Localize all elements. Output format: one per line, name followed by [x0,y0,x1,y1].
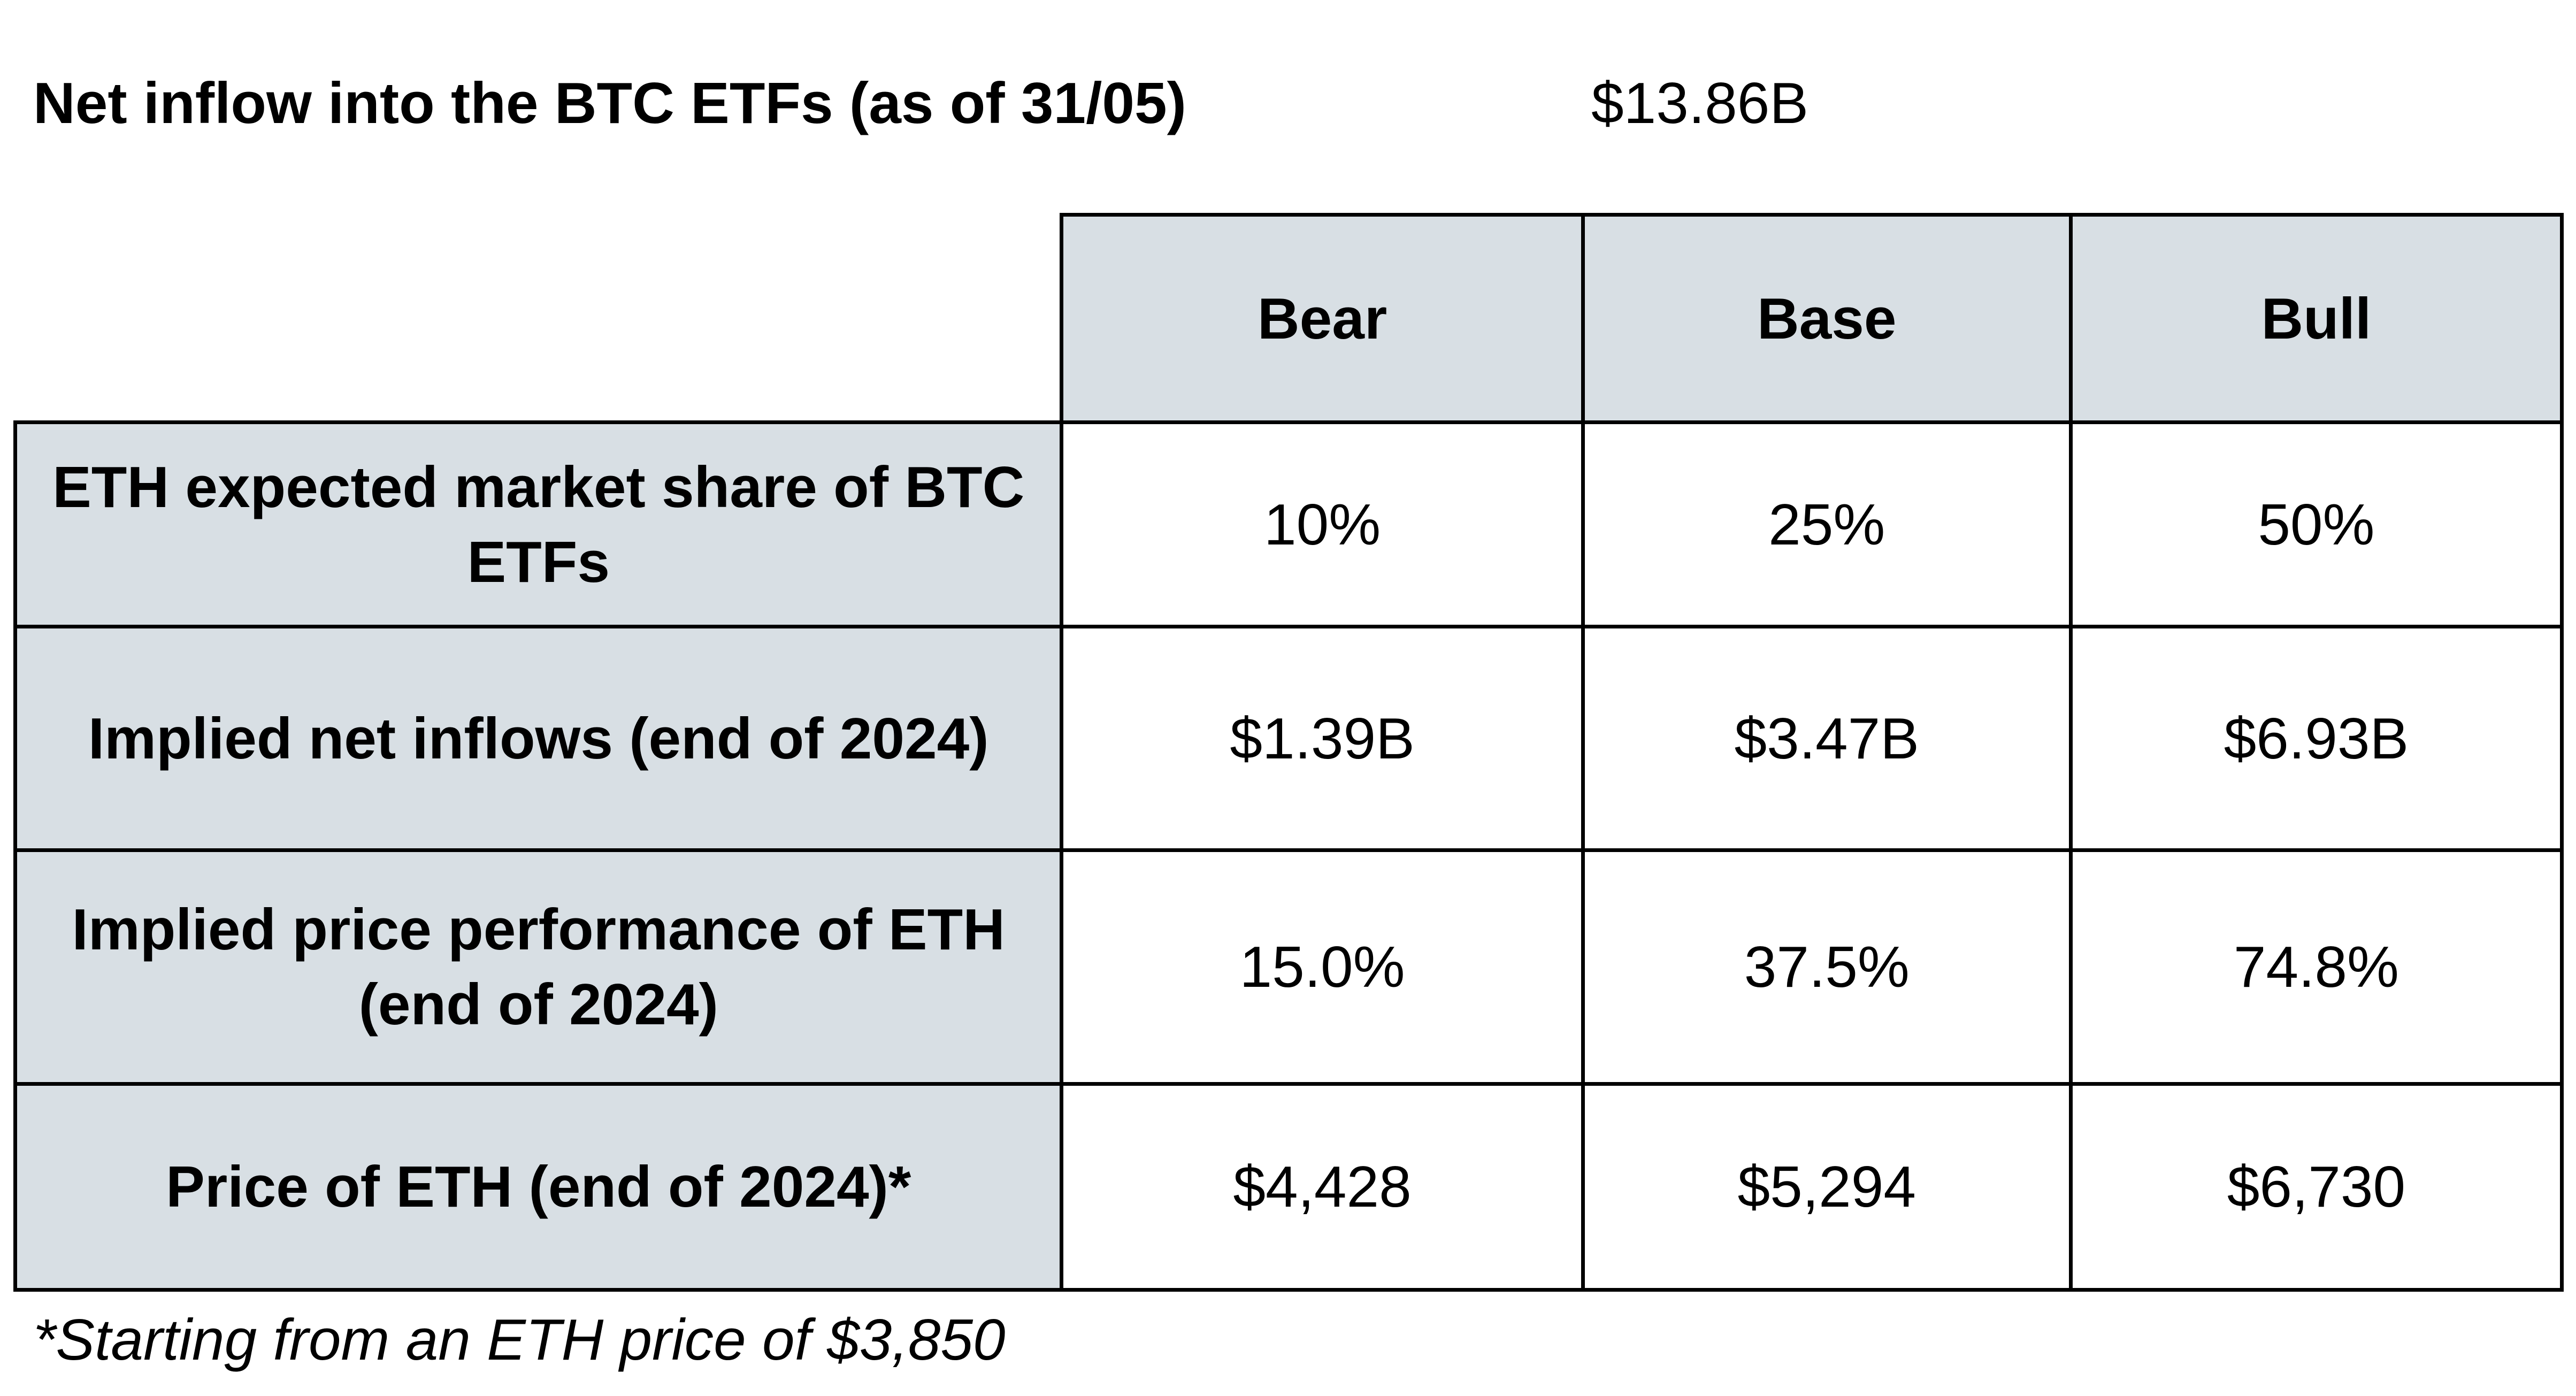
table-row: Implied net inflows (end of 2024) $1.39B… [13,625,2564,852]
table-corner-cell [15,214,1064,424]
table-cell: 50% [2068,420,2564,628]
table-header-row: Bear Base Bull [15,213,2564,424]
row-header-net-inflows: Implied net inflows (end of 2024) [13,625,1064,852]
table-row: ETH expected market share of BTC ETFs 10… [13,420,2564,628]
summary-value: $13.86B [1591,71,1809,136]
table-cell: $3.47B [1581,625,2073,852]
table-cell: 25% [1581,420,2073,628]
row-header-price-performance: Implied price performance of ETH (end of… [13,848,1064,1086]
footnote: *Starting from an ETH price of $3,850 [33,1307,1006,1372]
column-header-base: Base [1581,213,2073,424]
row-header-eth-price: Price of ETH (end of 2024)* [13,1082,1064,1292]
summary-label: Net inflow into the BTC ETFs (as of 31/0… [33,71,1186,136]
table-cell: $1.39B [1060,625,1585,852]
table-cell: 15.0% [1060,848,1585,1086]
row-header-market-share: ETH expected market share of BTC ETFs [13,420,1064,628]
table-cell: 74.8% [2068,848,2564,1086]
column-header-bear: Bear [1060,213,1585,424]
table-cell: $6,730 [2068,1082,2564,1292]
scenario-table: Bear Base Bull ETH expected market share… [13,213,2564,1292]
table-cell: $6.93B [2068,625,2564,852]
column-header-bull: Bull [2068,213,2564,424]
table-cell: 10% [1060,420,1585,628]
table-row: Implied price performance of ETH (end of… [13,848,2564,1086]
table-cell: $5,294 [1581,1082,2073,1292]
table-cell: $4,428 [1060,1082,1585,1292]
table-cell: 37.5% [1581,848,2073,1086]
table-row: Price of ETH (end of 2024)* $4,428 $5,29… [13,1082,2564,1292]
